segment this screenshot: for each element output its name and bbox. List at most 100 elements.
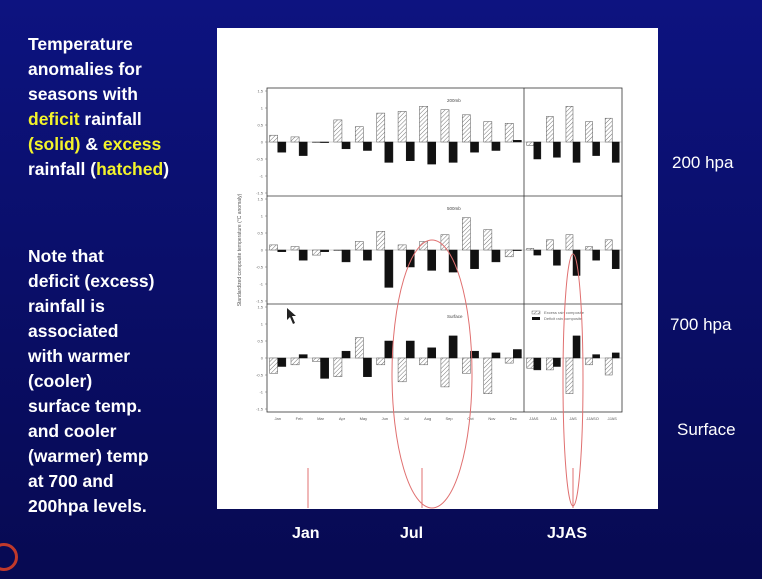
legend-label-deficit: Deficit rain composite xyxy=(544,316,583,321)
note-line: and cooler xyxy=(28,421,117,441)
bar-excess xyxy=(290,357,300,366)
y-tick-label: -1 xyxy=(259,174,263,179)
bar-deficit xyxy=(320,249,329,252)
bar-excess xyxy=(376,357,386,366)
bar-excess xyxy=(269,134,278,143)
slide-corner-logo xyxy=(0,543,18,571)
x-tick-label-month: Jan xyxy=(274,416,280,421)
bar-deficit xyxy=(320,357,329,379)
level-label-700hpa: 700 hpa xyxy=(670,315,732,334)
bottom-label-jjas: JJAS xyxy=(547,525,588,542)
bar-excess xyxy=(333,119,343,143)
bar-excess-season xyxy=(546,116,554,143)
bar-excess xyxy=(462,114,471,143)
y-tick-label: 0 xyxy=(261,140,264,145)
bar-deficit xyxy=(513,349,522,359)
bar-excess xyxy=(483,357,493,394)
level-label-surface: Surface xyxy=(677,420,736,439)
bar-deficit-season xyxy=(572,141,581,163)
bar-deficit-season xyxy=(592,141,600,156)
bar-excess xyxy=(397,244,407,251)
bar-excess xyxy=(462,217,471,251)
x-tick-label-month: May xyxy=(360,416,368,421)
bar-excess xyxy=(376,231,386,251)
bar-deficit xyxy=(320,141,329,143)
x-tick-label-season: JJAS xyxy=(529,416,539,421)
title-line: deficit rainfall xyxy=(28,107,213,132)
x-tick-label-month: Mar xyxy=(317,416,325,421)
bar-excess xyxy=(504,249,514,258)
bar-deficit-season xyxy=(592,249,600,261)
bar-deficit-season xyxy=(533,249,542,256)
bar-deficit xyxy=(384,249,394,288)
bar-excess xyxy=(269,357,278,374)
bar-deficit xyxy=(277,141,287,153)
bar-deficit xyxy=(491,352,501,359)
title-line: anomalies for xyxy=(28,57,213,82)
title-line: Temperature xyxy=(28,32,213,57)
y-tick-label: 1 xyxy=(261,106,264,111)
bar-deficit xyxy=(470,141,479,153)
bar-deficit xyxy=(513,140,522,143)
panel-label: 500mb xyxy=(447,206,461,211)
x-tick-label-month: Nov xyxy=(488,416,495,421)
note-line: at 700 and xyxy=(28,471,114,491)
x-tick-label-season: JAS xyxy=(569,416,577,421)
x-tick-label-season: JJAS xyxy=(608,416,618,421)
title-line-part: excess xyxy=(102,134,162,154)
bar-excess-season xyxy=(604,357,613,376)
bar-excess xyxy=(290,246,300,251)
bar-excess-season xyxy=(565,106,574,143)
title-line-part: ) xyxy=(163,159,170,179)
title-line-part: hatched xyxy=(96,159,164,179)
bar-excess-season xyxy=(585,357,593,366)
title-line-part: rainfall ( xyxy=(28,159,97,179)
slide-note: Note that deficit (excess) rainfall is asso… xyxy=(28,244,208,519)
bar-deficit xyxy=(427,249,437,271)
y-tick-label: -0.5 xyxy=(256,157,264,162)
x-tick-label-month: Apr xyxy=(339,416,346,421)
bar-excess-season xyxy=(546,239,554,251)
bar-excess xyxy=(312,357,321,362)
bar-excess xyxy=(333,249,343,251)
bar-deficit-season xyxy=(592,354,600,359)
bar-excess xyxy=(504,357,514,364)
bar-deficit-season xyxy=(611,141,620,163)
bar-excess xyxy=(312,249,321,256)
bar-deficit xyxy=(298,249,308,261)
x-tick-label-month: Oct xyxy=(467,416,474,421)
bar-deficit xyxy=(298,141,308,156)
x-tick-label-month: Jul xyxy=(404,416,409,421)
bar-excess-season xyxy=(565,234,574,251)
bar-deficit xyxy=(363,141,372,151)
bar-excess-season xyxy=(565,357,574,394)
bar-excess-season xyxy=(546,357,554,371)
bar-deficit-season xyxy=(611,249,620,269)
bar-excess xyxy=(419,357,428,366)
bar-excess xyxy=(462,357,471,374)
bar-deficit-season xyxy=(553,357,561,367)
legend-swatch-deficit xyxy=(532,317,540,320)
panel-label: Surface xyxy=(447,314,463,319)
bar-excess xyxy=(397,357,407,383)
bar-excess xyxy=(504,123,514,143)
annotation-ellipse-jul xyxy=(391,239,473,509)
bar-excess xyxy=(440,357,450,388)
x-tick-label-month: Jun xyxy=(382,416,388,421)
bar-deficit xyxy=(341,350,351,359)
y-tick-label: 1.5 xyxy=(257,197,263,202)
bar-deficit-season xyxy=(553,141,561,158)
bottom-label-jan: Jan xyxy=(292,525,320,542)
title-line-part: rainfall xyxy=(79,109,142,129)
bar-deficit xyxy=(277,357,287,367)
note-line: 200hpa levels. xyxy=(28,496,147,516)
bar-deficit xyxy=(470,249,479,269)
bar-deficit xyxy=(491,249,501,263)
bar-excess xyxy=(483,229,493,251)
bar-excess-season xyxy=(585,121,593,143)
bar-excess-season xyxy=(585,246,593,251)
bar-excess xyxy=(290,136,300,143)
title-line: seasons with xyxy=(28,82,213,107)
y-tick-label: 0.5 xyxy=(257,123,263,128)
bar-excess-season xyxy=(526,357,535,369)
